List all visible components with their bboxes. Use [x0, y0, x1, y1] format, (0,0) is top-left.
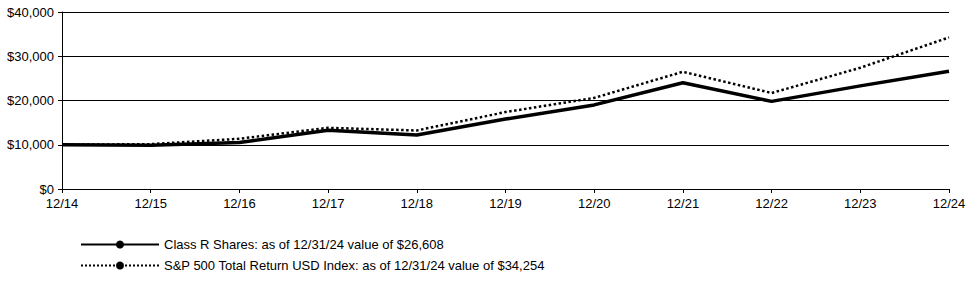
svg-text:12/16: 12/16	[223, 196, 256, 211]
svg-text:$10,000: $10,000	[7, 137, 54, 152]
svg-text:$40,000: $40,000	[7, 5, 54, 20]
svg-text:$20,000: $20,000	[7, 93, 54, 108]
svg-text:12/20: 12/20	[578, 196, 611, 211]
svg-text:$0: $0	[40, 182, 54, 197]
svg-text:12/15: 12/15	[134, 196, 167, 211]
svg-text:12/22: 12/22	[755, 196, 788, 211]
svg-text:12/19: 12/19	[489, 196, 522, 211]
svg-text:$30,000: $30,000	[7, 49, 54, 64]
svg-text:S&P 500 Total Return USD Index: S&P 500 Total Return USD Index: as of 12…	[164, 258, 544, 273]
svg-text:12/17: 12/17	[312, 196, 345, 211]
svg-text:12/23: 12/23	[844, 196, 877, 211]
svg-text:12/14: 12/14	[46, 196, 79, 211]
svg-text:12/21: 12/21	[667, 196, 700, 211]
svg-text:Class R Shares: as of 12/31/24: Class R Shares: as of 12/31/24 value of …	[164, 237, 444, 252]
svg-text:12/24: 12/24	[933, 196, 966, 211]
svg-text:12/18: 12/18	[401, 196, 434, 211]
